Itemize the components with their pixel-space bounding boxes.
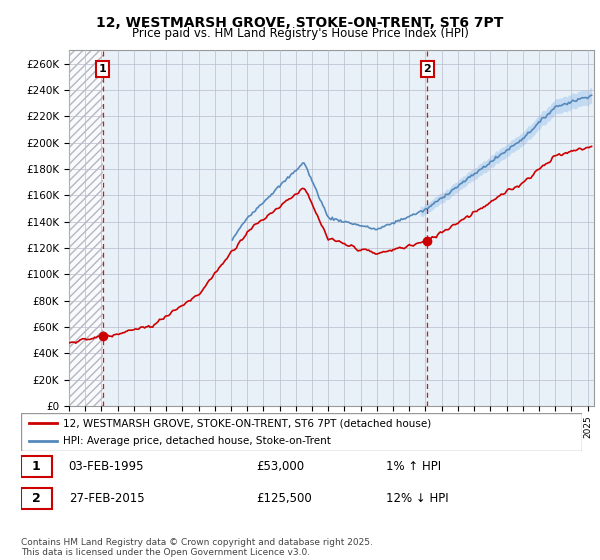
- FancyBboxPatch shape: [21, 413, 582, 451]
- Polygon shape: [69, 50, 103, 406]
- Text: 12, WESTMARSH GROVE, STOKE-ON-TRENT, ST6 7PT (detached house): 12, WESTMARSH GROVE, STOKE-ON-TRENT, ST6…: [63, 418, 431, 428]
- Text: 12, WESTMARSH GROVE, STOKE-ON-TRENT, ST6 7PT: 12, WESTMARSH GROVE, STOKE-ON-TRENT, ST6…: [97, 16, 503, 30]
- Text: 03-FEB-1995: 03-FEB-1995: [68, 460, 144, 473]
- Text: 12% ↓ HPI: 12% ↓ HPI: [386, 492, 448, 505]
- Text: Contains HM Land Registry data © Crown copyright and database right 2025.
This d: Contains HM Land Registry data © Crown c…: [21, 538, 373, 557]
- Text: 1: 1: [99, 64, 107, 74]
- Text: HPI: Average price, detached house, Stoke-on-Trent: HPI: Average price, detached house, Stok…: [63, 436, 331, 446]
- Text: 1: 1: [32, 460, 41, 473]
- Text: 2: 2: [424, 64, 431, 74]
- Text: 1% ↑ HPI: 1% ↑ HPI: [386, 460, 441, 473]
- Text: £53,000: £53,000: [257, 460, 305, 473]
- Text: £125,500: £125,500: [257, 492, 313, 505]
- FancyBboxPatch shape: [21, 488, 52, 509]
- Text: Price paid vs. HM Land Registry's House Price Index (HPI): Price paid vs. HM Land Registry's House …: [131, 27, 469, 40]
- FancyBboxPatch shape: [21, 456, 52, 477]
- Text: 27-FEB-2015: 27-FEB-2015: [68, 492, 145, 505]
- Text: 2: 2: [32, 492, 41, 505]
